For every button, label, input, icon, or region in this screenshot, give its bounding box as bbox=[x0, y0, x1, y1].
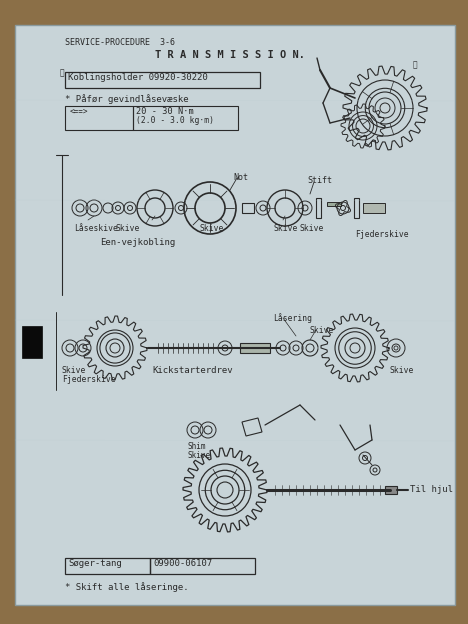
Text: Skive: Skive bbox=[200, 224, 224, 233]
Text: Een-vejkobling: Een-vejkobling bbox=[100, 238, 175, 247]
Text: ①: ① bbox=[413, 60, 417, 69]
Bar bbox=[65, 106, 133, 130]
Text: Skive: Skive bbox=[274, 224, 299, 233]
Text: Fjederskive: Fjederskive bbox=[355, 230, 409, 239]
Text: Skive: Skive bbox=[310, 326, 334, 335]
Bar bbox=[240, 343, 270, 353]
Bar bbox=[133, 106, 238, 130]
Text: Låsering: Låsering bbox=[273, 313, 312, 323]
Text: Skive: Skive bbox=[62, 366, 87, 375]
Text: * Påfør gevindlåsevæske: * Påfør gevindlåsevæske bbox=[65, 94, 189, 104]
Bar bbox=[242, 203, 254, 213]
Bar bbox=[363, 203, 385, 213]
Text: <==>: <==> bbox=[70, 108, 88, 117]
Bar bbox=[385, 486, 397, 494]
Text: Søger-tang: Søger-tang bbox=[68, 559, 122, 568]
Text: (2.0 - 3.0 kg·m): (2.0 - 3.0 kg·m) bbox=[136, 116, 214, 125]
Text: Koblingsholder 09920-30220: Koblingsholder 09920-30220 bbox=[68, 73, 208, 82]
Text: Skive: Skive bbox=[116, 224, 140, 233]
Text: Skive: Skive bbox=[300, 224, 324, 233]
Text: Shim: Shim bbox=[188, 442, 206, 451]
Text: 09900-06107: 09900-06107 bbox=[153, 559, 212, 568]
Bar bbox=[65, 72, 260, 88]
Text: T R A N S M I S S I O N.: T R A N S M I S S I O N. bbox=[155, 50, 305, 60]
Bar bbox=[150, 558, 255, 574]
Text: Skive: Skive bbox=[390, 366, 414, 375]
Text: Kickstarterdrev: Kickstarterdrev bbox=[152, 366, 233, 375]
Bar bbox=[316, 198, 321, 218]
Text: Til hjul: Til hjul bbox=[410, 485, 453, 494]
Bar bbox=[22, 326, 42, 358]
Text: Fjederskive: Fjederskive bbox=[62, 375, 116, 384]
Text: * Skift alle låseringe.: * Skift alle låseringe. bbox=[65, 582, 189, 592]
Bar bbox=[327, 202, 341, 206]
Bar bbox=[65, 558, 150, 574]
Text: 20 - 30 N·m: 20 - 30 N·m bbox=[136, 107, 194, 116]
Text: SERVICE-PROCEDURE  3-6: SERVICE-PROCEDURE 3-6 bbox=[65, 38, 175, 47]
Text: Skive: Skive bbox=[188, 451, 211, 460]
Text: Not: Not bbox=[233, 173, 248, 182]
Text: ①: ① bbox=[60, 68, 65, 77]
Text: Stift: Stift bbox=[307, 176, 332, 185]
Text: Låseskive: Låseskive bbox=[74, 224, 118, 233]
Bar bbox=[354, 198, 359, 218]
